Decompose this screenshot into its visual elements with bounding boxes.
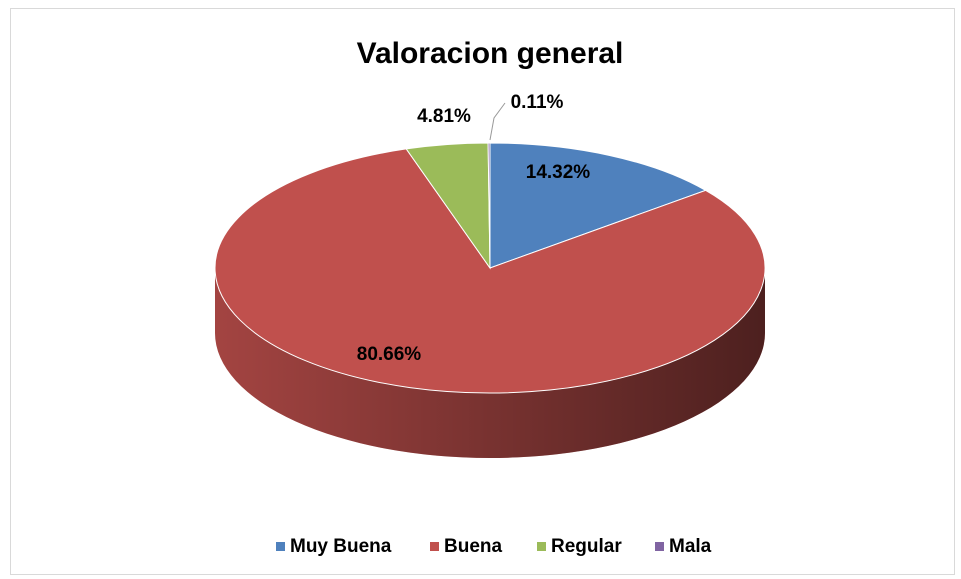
legend-label: Mala: [669, 536, 712, 557]
legend: Muy Buena Buena Regular Mala: [276, 536, 712, 557]
legend-label: Muy Buena: [290, 536, 392, 557]
slice-side-shade: [215, 268, 765, 458]
legend-swatch: [430, 542, 439, 551]
slice: [489, 142, 707, 269]
leader-line: [489, 102, 506, 141]
legend-swatch: [537, 542, 546, 551]
legend-swatch: [655, 542, 664, 551]
data-label: 0.11%: [511, 92, 564, 113]
chart-title: Valoracion general: [357, 37, 624, 70]
pie: [214, 142, 766, 458]
data-label: 4.81%: [417, 106, 471, 127]
legend-label: Buena: [444, 536, 503, 557]
data-label: 80.66%: [357, 344, 422, 365]
legend-label: Regular: [551, 536, 622, 557]
data-label: 14.32%: [526, 162, 591, 183]
slice: [487, 142, 491, 269]
legend-swatch: [276, 542, 285, 551]
slice: [214, 148, 766, 394]
labels: 14.32% 80.66% 4.81% 0.11%: [357, 92, 591, 365]
